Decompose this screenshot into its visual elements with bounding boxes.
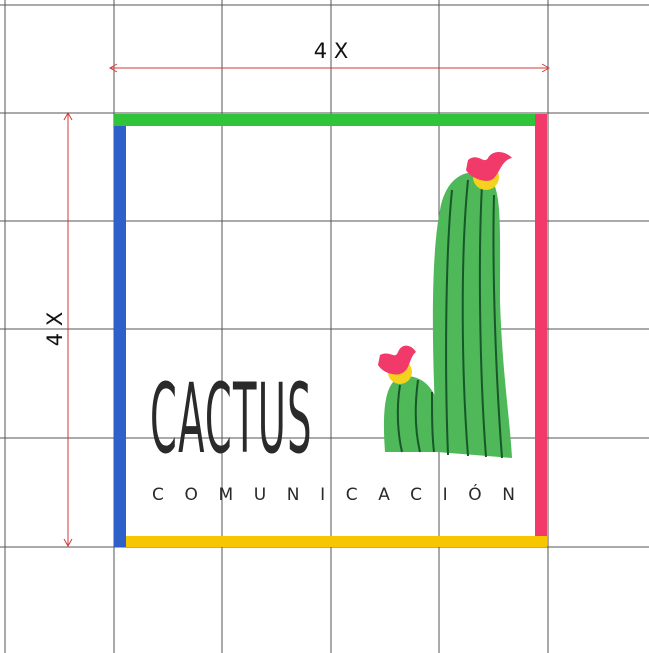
- background: [0, 0, 649, 653]
- frame-top: [114, 114, 540, 126]
- frame-left: [114, 126, 126, 547]
- logo-name: CACTUS: [150, 364, 313, 476]
- dimension-label: 4 X: [314, 39, 348, 63]
- dimension-label: 4 X: [43, 312, 67, 346]
- logo-grid-diagram: 4 X 4 X CACTUS COMUNICACIÓN: [0, 0, 649, 653]
- frame-right: [535, 114, 547, 547]
- frame-bottom: [126, 536, 547, 547]
